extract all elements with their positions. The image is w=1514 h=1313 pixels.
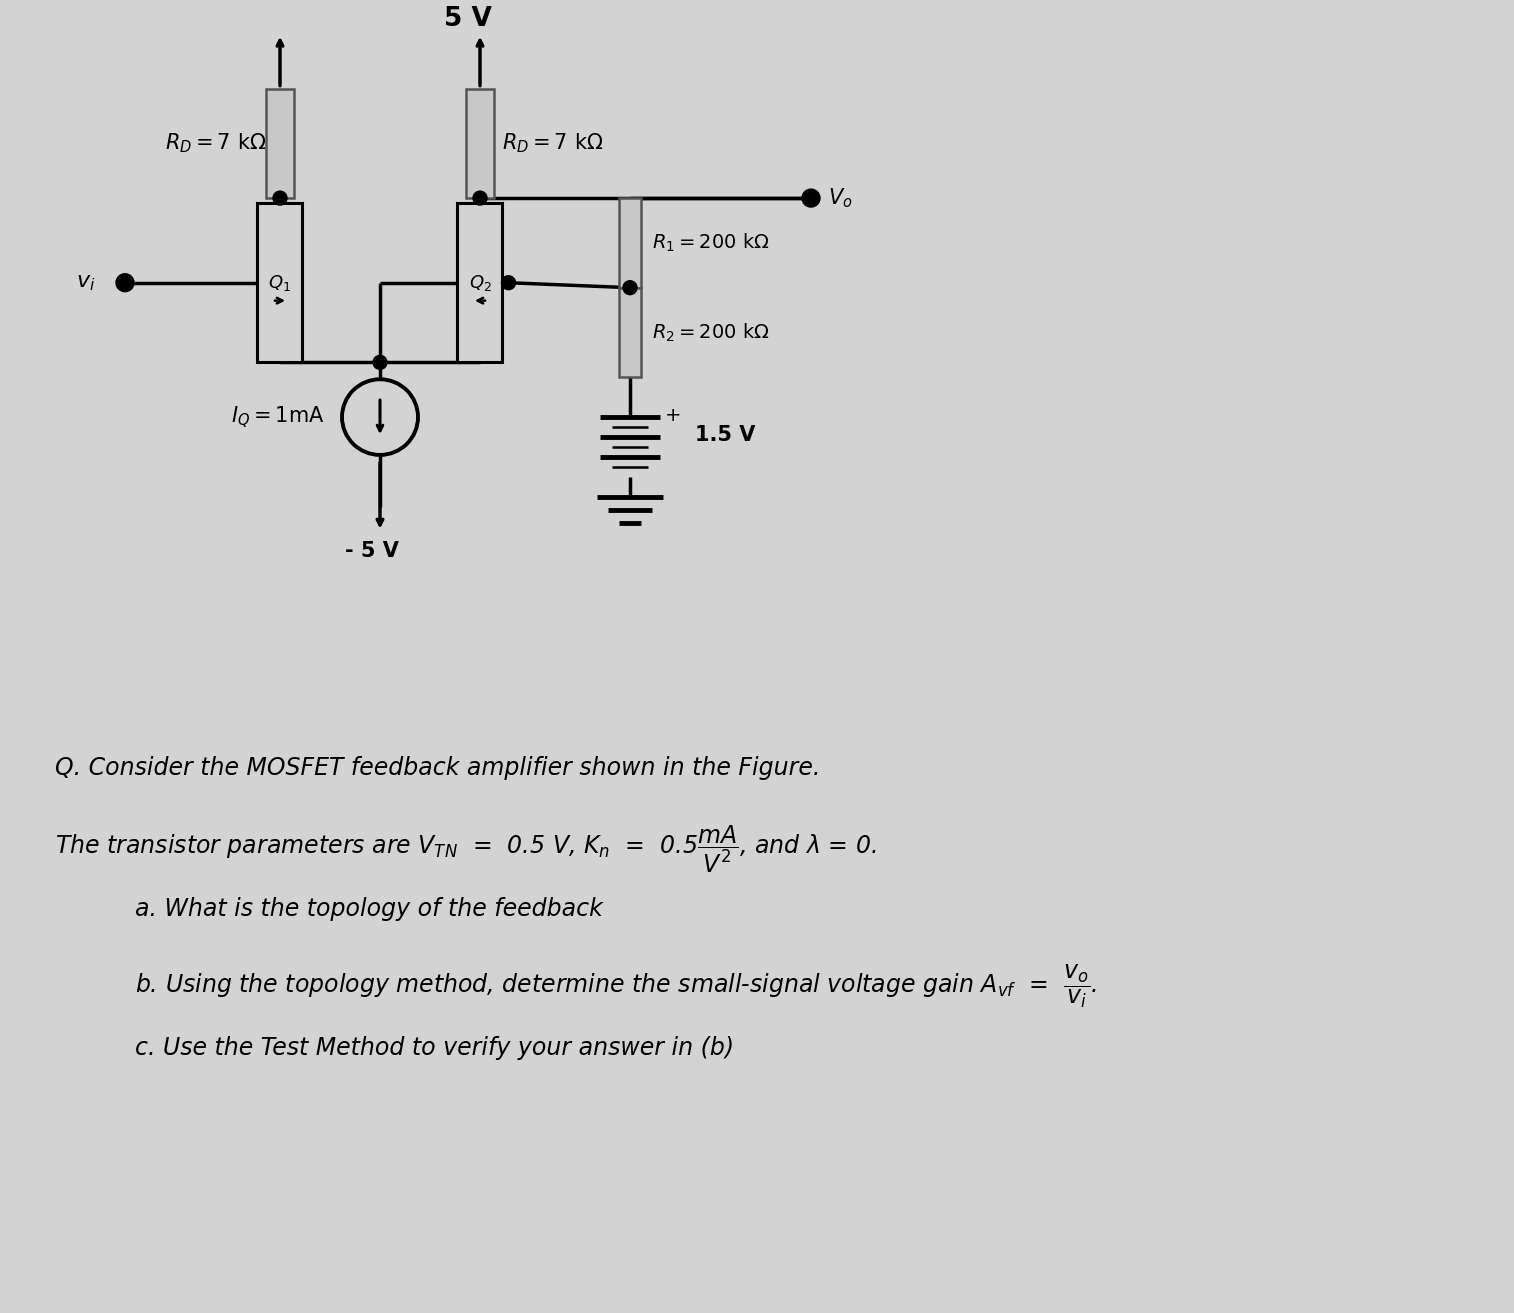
Text: $Q_2$: $Q_2$	[468, 273, 492, 293]
Text: c. Use the Test Method to verify your answer in (b): c. Use the Test Method to verify your an…	[135, 1036, 734, 1061]
Text: $Q_1$: $Q_1$	[268, 273, 292, 293]
Circle shape	[802, 189, 821, 207]
Bar	[619, 288, 640, 377]
Text: b. Using the topology method, determine the small-signal voltage gain $A_{vf}$  : b. Using the topology method, determine …	[135, 962, 1098, 1011]
Circle shape	[273, 192, 288, 205]
Circle shape	[372, 356, 388, 369]
Text: a. What is the topology of the feedback: a. What is the topology of the feedback	[135, 897, 603, 920]
Bar	[619, 198, 640, 288]
Text: - 5 V: - 5 V	[345, 541, 398, 561]
Text: The transistor parameters are $V_{TN}$  =  0.5 V, $K_n$  =  0.5$\dfrac{mA}{V^2}$: The transistor parameters are $V_{TN}$ =…	[55, 823, 877, 874]
Bar	[257, 204, 303, 362]
Text: $v_i$: $v_i$	[76, 273, 95, 293]
Text: 5 V: 5 V	[444, 5, 492, 32]
Bar	[457, 204, 503, 362]
Text: $I_Q = 1\mathrm{mA}$: $I_Q = 1\mathrm{mA}$	[232, 404, 326, 429]
Text: $R_2 = 200\ \mathrm{k\Omega}$: $R_2 = 200\ \mathrm{k\Omega}$	[653, 322, 769, 344]
Text: $R_1 = 200\ \mathrm{k\Omega}$: $R_1 = 200\ \mathrm{k\Omega}$	[653, 232, 769, 253]
Circle shape	[117, 273, 135, 291]
Text: Q. Consider the MOSFET feedback amplifier shown in the Figure.: Q. Consider the MOSFET feedback amplifie…	[55, 755, 821, 780]
Text: $V_o$: $V_o$	[828, 186, 852, 210]
Text: $R_D = 7\ \mathrm{k\Omega}$: $R_D = 7\ \mathrm{k\Omega}$	[503, 131, 603, 155]
Circle shape	[622, 281, 637, 294]
Text: $R_D = 7\ \mathrm{k\Omega}$: $R_D = 7\ \mathrm{k\Omega}$	[165, 131, 266, 155]
Circle shape	[501, 276, 515, 290]
Bar	[266, 88, 294, 198]
Text: +: +	[665, 406, 681, 424]
Bar	[466, 88, 494, 198]
Text: 1.5 V: 1.5 V	[695, 425, 755, 445]
Circle shape	[472, 192, 488, 205]
